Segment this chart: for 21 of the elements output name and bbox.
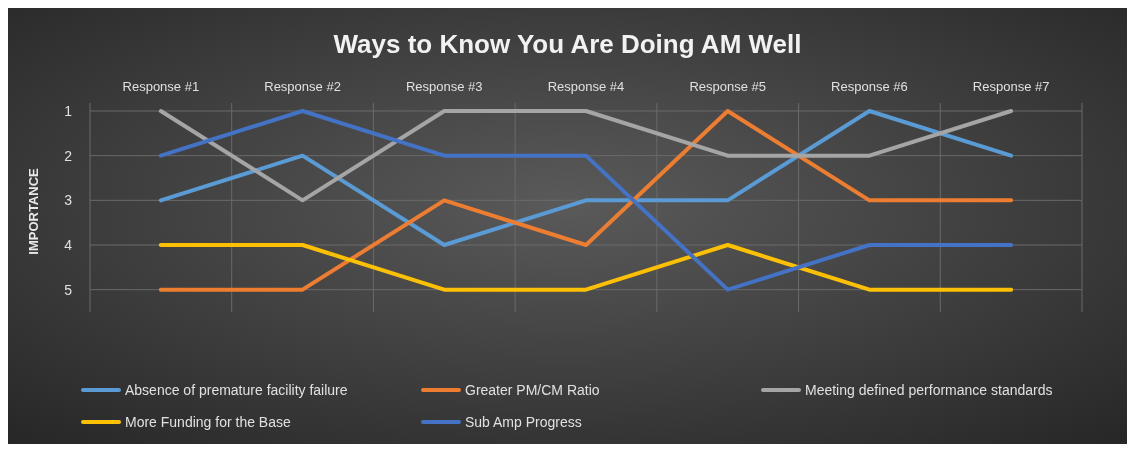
- y-tick-label: 2: [64, 147, 73, 164]
- y-axis-title: IMPORTANCE: [26, 167, 41, 255]
- x-tick-label: Response #6: [831, 79, 908, 94]
- x-tick-label: Response #7: [972, 79, 1050, 94]
- y-tick-label: 3: [64, 192, 73, 209]
- x-tick-label: Response #2: [264, 79, 341, 94]
- line-series: [158, 109, 1014, 292]
- x-tick-label: Response #4: [547, 79, 625, 94]
- legend-label: Greater PM/CM Ratio: [465, 381, 600, 398]
- x-tick-label: Response #3: [405, 79, 483, 94]
- y-tick-label: 5: [64, 281, 73, 298]
- line-series: [158, 109, 1014, 247]
- legend-label: More Funding for the Base: [125, 413, 291, 430]
- legend-label: Absence of premature facility failure: [125, 381, 348, 398]
- chart-title: Ways to Know You Are Doing AM Well: [333, 29, 802, 59]
- x-tick-label: Response #1: [122, 79, 200, 94]
- y-tick-label: 1: [64, 102, 73, 119]
- x-tick-label: Response #5: [689, 79, 767, 94]
- y-tick-label: 4: [64, 236, 73, 253]
- legend-label: Meeting defined performance standards: [805, 381, 1053, 398]
- legend-label: Sub Amp Progress: [465, 413, 582, 430]
